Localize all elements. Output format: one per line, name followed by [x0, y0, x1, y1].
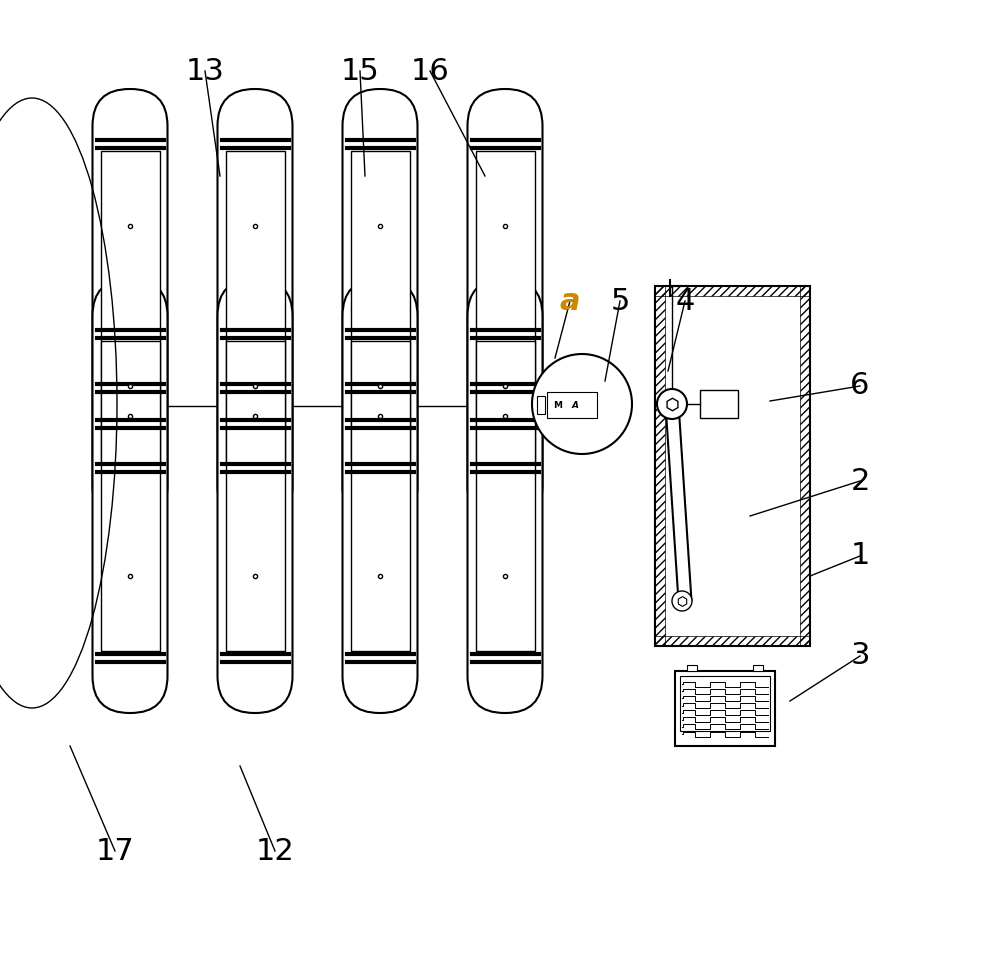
- Text: 3: 3: [850, 641, 870, 670]
- Text: 2: 2: [850, 467, 870, 495]
- Bar: [226, 341, 285, 651]
- Bar: [476, 151, 534, 461]
- Bar: [101, 341, 160, 651]
- Bar: [680, 676, 770, 731]
- FancyBboxPatch shape: [218, 279, 293, 713]
- Text: a: a: [560, 287, 580, 315]
- Bar: [655, 286, 810, 646]
- FancyBboxPatch shape: [343, 89, 418, 523]
- Circle shape: [672, 591, 692, 611]
- Text: 15: 15: [341, 56, 379, 85]
- FancyBboxPatch shape: [218, 89, 293, 523]
- Bar: [226, 151, 285, 461]
- Bar: [800, 286, 810, 646]
- FancyBboxPatch shape: [93, 279, 168, 713]
- Bar: [687, 665, 697, 671]
- Text: 5: 5: [610, 287, 630, 315]
- Bar: [655, 286, 810, 296]
- Text: 4: 4: [675, 287, 695, 315]
- Bar: [700, 390, 738, 418]
- Text: 12: 12: [256, 836, 294, 865]
- Bar: [547, 392, 597, 418]
- Bar: [655, 636, 810, 646]
- Text: M: M: [553, 401, 562, 409]
- FancyBboxPatch shape: [468, 89, 542, 523]
- Text: 6: 6: [850, 372, 870, 401]
- Text: A: A: [572, 401, 579, 409]
- Bar: [351, 341, 410, 651]
- Bar: [537, 396, 545, 414]
- Bar: [655, 286, 665, 646]
- Text: 13: 13: [186, 56, 224, 85]
- FancyBboxPatch shape: [343, 279, 418, 713]
- Bar: [675, 671, 775, 746]
- Bar: [655, 286, 810, 646]
- Circle shape: [657, 389, 687, 419]
- Text: 1: 1: [850, 541, 870, 571]
- Bar: [753, 665, 763, 671]
- Bar: [101, 151, 160, 461]
- Bar: [351, 151, 410, 461]
- FancyBboxPatch shape: [468, 279, 542, 713]
- Text: 17: 17: [96, 836, 134, 865]
- FancyBboxPatch shape: [93, 89, 168, 523]
- Text: 16: 16: [411, 56, 449, 85]
- Circle shape: [532, 354, 632, 454]
- Bar: [476, 341, 534, 651]
